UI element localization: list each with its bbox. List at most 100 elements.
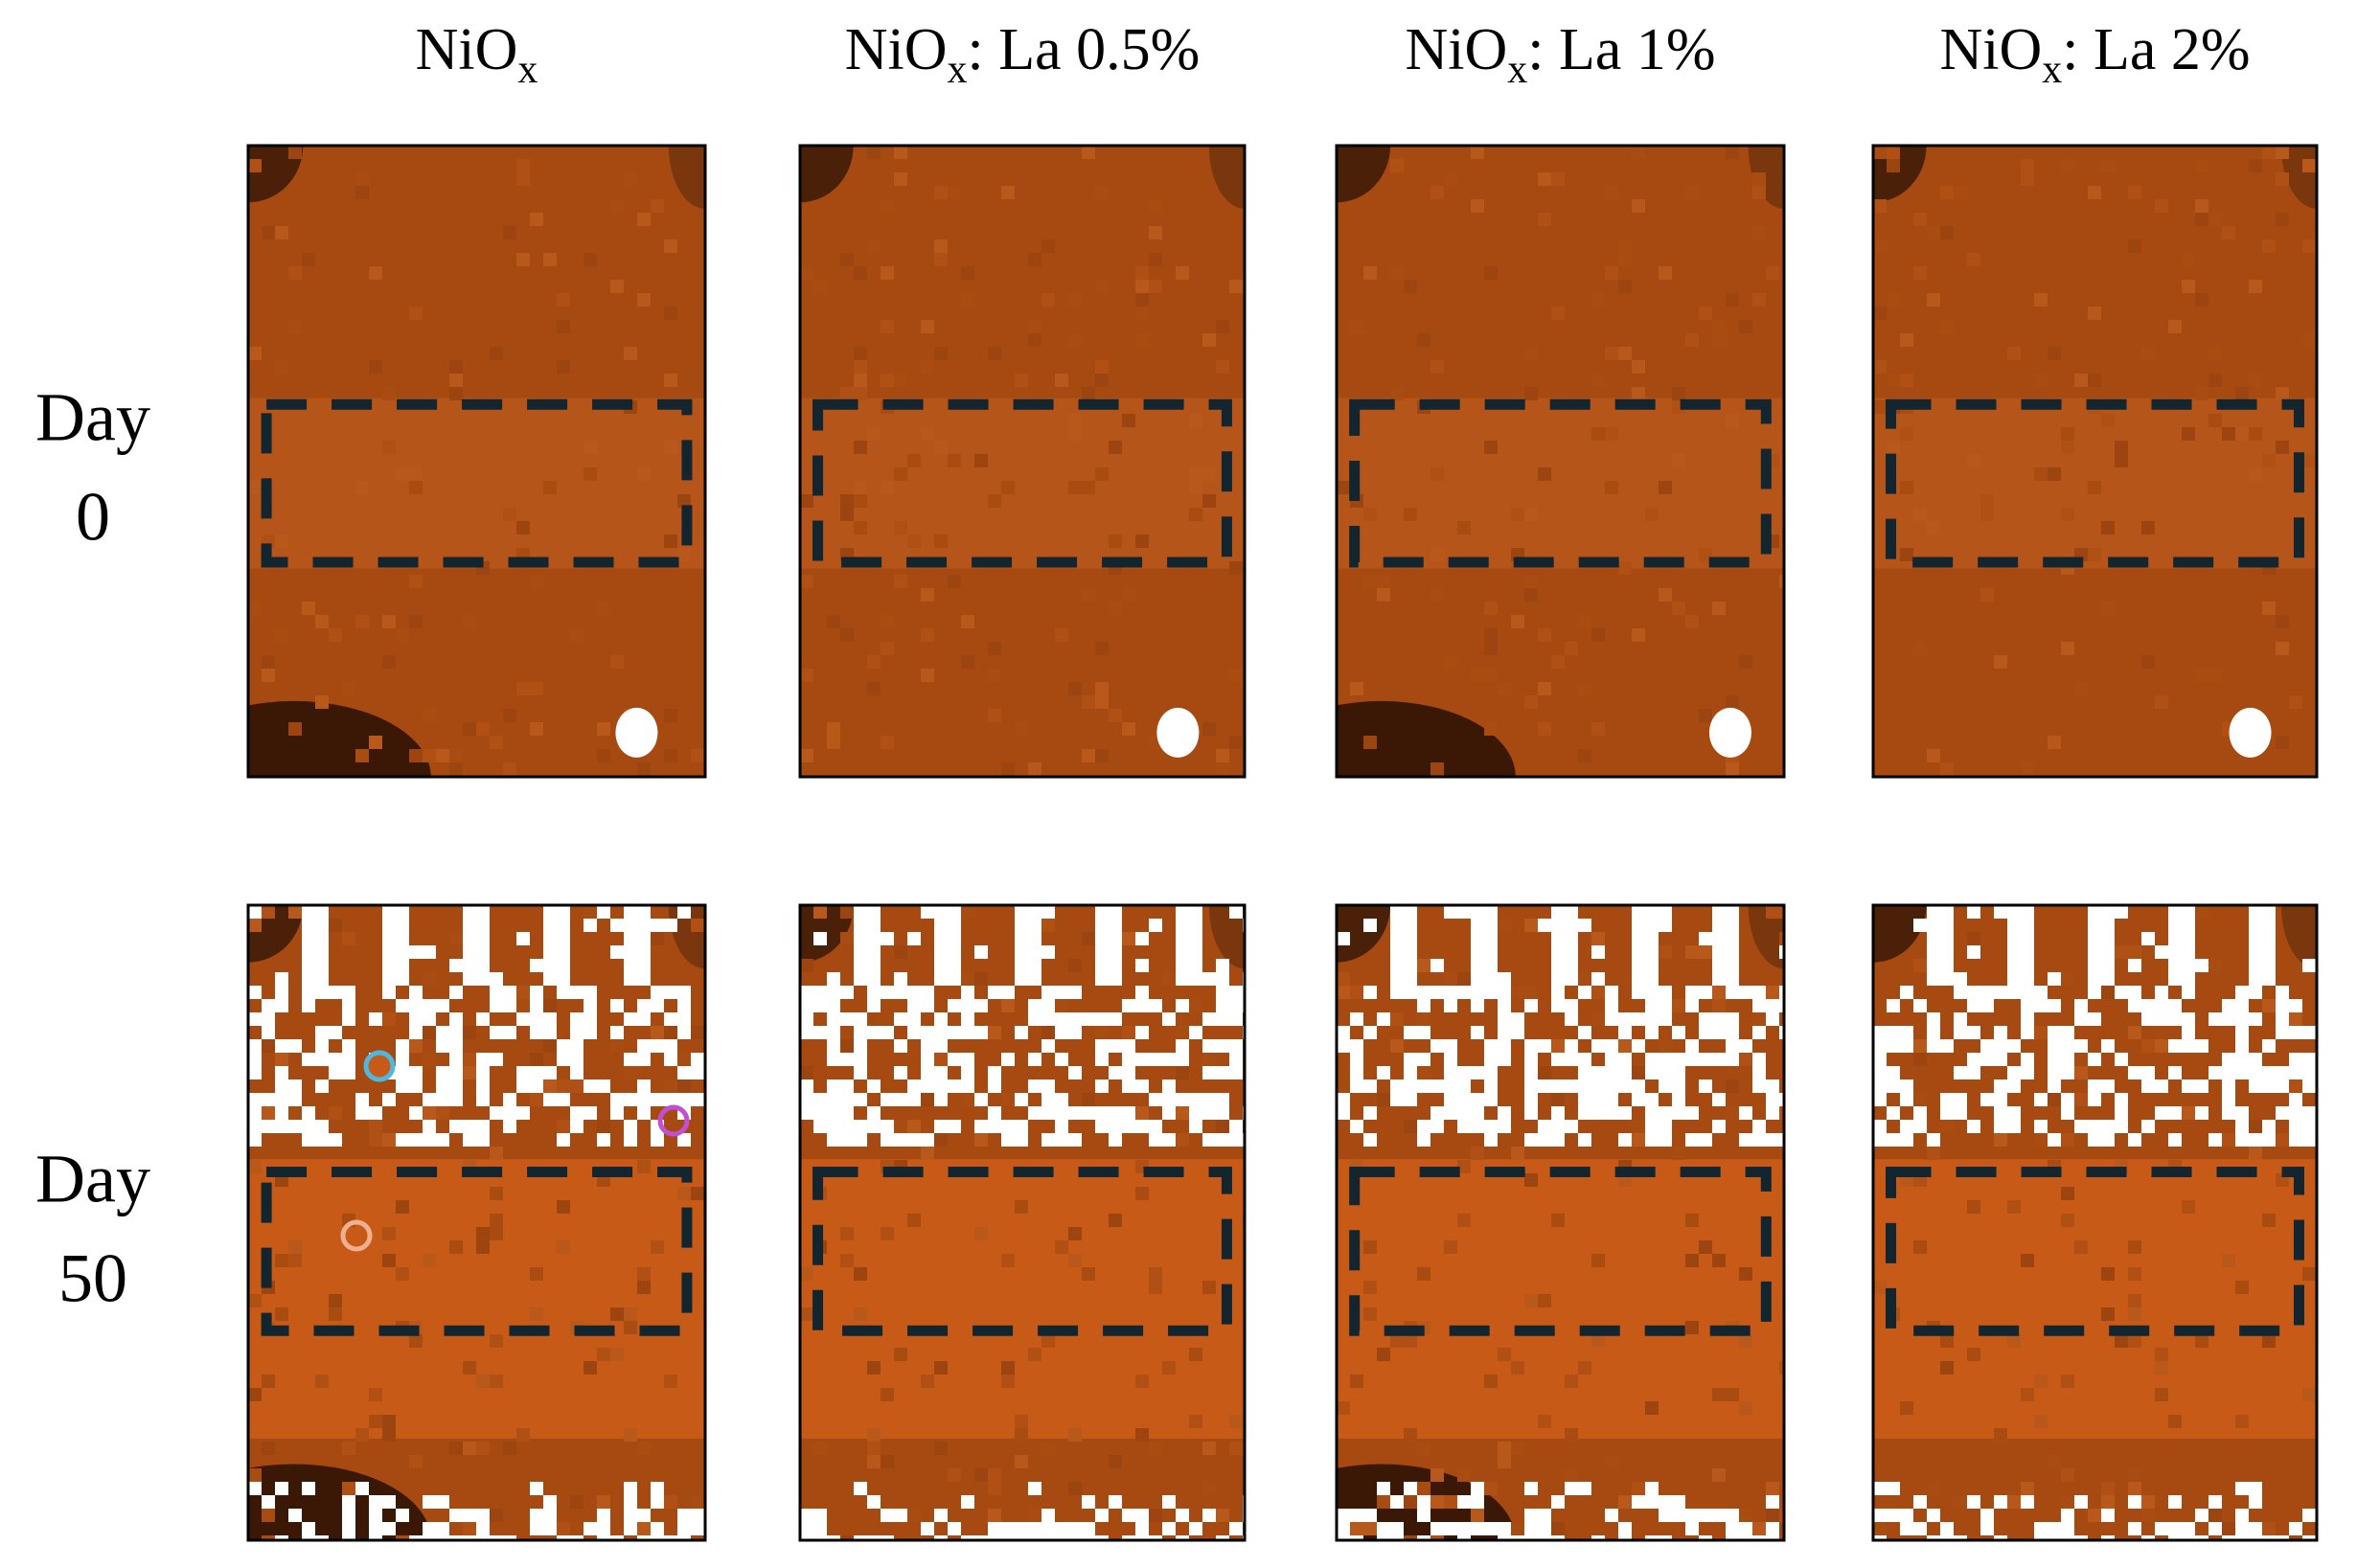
void-pixel [2007,1120,2021,1133]
void-pixel [948,959,961,972]
void-pixel [1645,1106,1659,1120]
void-pixel [651,1482,664,1495]
void-pixel [988,986,1001,999]
void-pixel [1229,1039,1243,1053]
void-pixel [436,1093,449,1106]
void-pixel [248,1093,262,1106]
map-pixel [664,1026,677,1039]
panel-frame [1335,144,1786,779]
map-pixel [1712,1388,1726,1401]
map-pixel [2021,172,2034,186]
void-pixel [382,1093,396,1106]
map-pixel [1082,146,1095,159]
void-pixel [2168,932,2182,945]
void-pixel [2061,1106,2074,1120]
void-pixel [840,1079,854,1093]
map-pixel [396,1267,409,1281]
map-pixel [1618,561,1632,575]
void-pixel [1162,1133,1176,1147]
map-pixel [691,1495,704,1509]
void-pixel [302,1133,315,1147]
map-pixel [530,1307,543,1321]
void-pixel [1779,1093,1784,1106]
void-pixel [2101,1133,2115,1147]
void-pixel [1551,1106,1565,1120]
void-pixel [677,1026,691,1039]
map-pixel [1632,387,1645,400]
map-pixel [530,1267,543,1281]
void-pixel [342,1522,355,1535]
map-pixel [1135,293,1149,307]
void-pixel [894,1012,907,1026]
void-pixel [2302,1026,2316,1039]
map-pixel [1041,919,1055,932]
void-pixel [543,1066,557,1079]
void-pixel [840,1120,854,1133]
void-pixel [1954,1535,1967,1540]
void-pixel [1028,932,1041,945]
void-pixel [449,1079,463,1093]
void-pixel [1913,999,1927,1012]
map-pixel [1551,1039,1565,1053]
void-pixel [1457,986,1471,999]
void-pixel [1752,1535,1766,1540]
void-pixel [827,1079,840,1093]
map-pixel [1135,307,1149,320]
void-pixel [651,1522,664,1535]
void-pixel [570,1026,584,1039]
void-pixel [1404,905,1417,919]
void-pixel [1430,1079,1444,1093]
map-pixel [543,253,557,266]
void-pixel [827,972,840,986]
void-pixel [382,972,396,986]
void-pixel [2249,1053,2262,1066]
roi-box [812,1166,1232,1336]
void-pixel [1189,1093,1202,1106]
void-pixel [1202,972,1216,986]
void-pixel [1940,1093,1954,1106]
void-pixel [1390,986,1404,999]
void-pixel [800,1509,813,1522]
map-pixel [275,226,288,239]
column-header: NiOx [416,17,538,92]
void-pixel [2289,999,2302,1012]
map-pixel [1363,736,1377,749]
void-pixel [248,986,262,999]
void-pixel [2021,986,2034,999]
void-pixel [2182,1522,2195,1535]
map-pixel [813,905,827,919]
map-pixel [1095,360,1109,374]
map-pixel [624,1307,637,1321]
void-pixel [2289,1120,2302,1133]
void-pixel [2021,999,2034,1012]
roi-box [812,398,1232,568]
map-pixel [1980,494,1994,508]
map-pixel [1457,1468,1471,1482]
map-pixel [1404,1535,1417,1540]
void-pixel [1766,1133,1779,1147]
void-pixel [1390,905,1404,919]
void-pixel [2208,1133,2222,1147]
void-pixel [275,1093,288,1106]
void-pixel [1189,1106,1202,1120]
map-pixel [1551,1522,1565,1535]
map-pixel [1082,481,1095,494]
map-pixel [1726,146,1739,159]
void-pixel [1109,959,1122,972]
map-pixel [1511,1361,1524,1375]
void-pixel [516,932,530,945]
void-pixel [1001,1133,1015,1147]
void-pixel [1337,1535,1350,1540]
void-pixel [409,1535,423,1540]
map-pixel [2155,1039,2168,1053]
map-pixel [1524,919,1538,932]
map-pixel [1900,427,1913,441]
map-pixel [248,1160,262,1173]
void-pixel [1055,1026,1068,1039]
void-pixel [1967,1495,1980,1509]
map-pixel [1672,602,1685,615]
map-pixel [1873,146,1887,159]
void-pixel [1041,1522,1055,1535]
void-pixel [867,959,881,972]
map-pixel [1484,669,1498,682]
